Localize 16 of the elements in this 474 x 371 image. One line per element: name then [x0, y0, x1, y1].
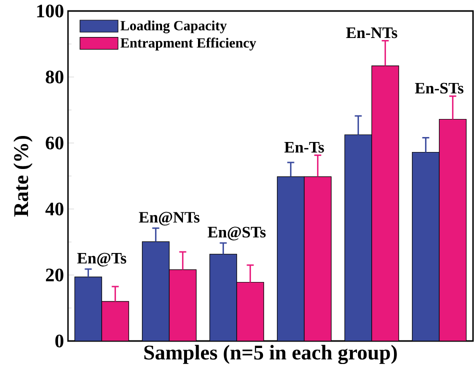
- x-tick-label: En-Ts: [284, 142, 324, 153]
- y-tick-label: 60: [46, 136, 64, 150]
- legend-label: Entrapment Efficiency: [120, 38, 256, 51]
- y-tick-label: 0: [55, 334, 64, 348]
- x-axis-title: Samples (n=5 in each group): [144, 344, 397, 364]
- y-tick-label: 100: [37, 4, 64, 18]
- y-tick-label: 80: [46, 70, 64, 84]
- legend-label: Loading Capacity: [120, 20, 227, 34]
- y-tick-label: 20: [46, 268, 64, 282]
- x-tick-label: En-NTs: [346, 28, 398, 38]
- x-tick-label: En-STs: [414, 82, 464, 94]
- x-tick-label: En@Ts: [77, 252, 126, 266]
- x-tick-label: En@NTs: [138, 212, 200, 226]
- x-tick-label: En@STs: [208, 226, 266, 240]
- y-tick-label: 40: [45, 202, 64, 216]
- y-axis-title: Rate (%): [13, 136, 32, 217]
